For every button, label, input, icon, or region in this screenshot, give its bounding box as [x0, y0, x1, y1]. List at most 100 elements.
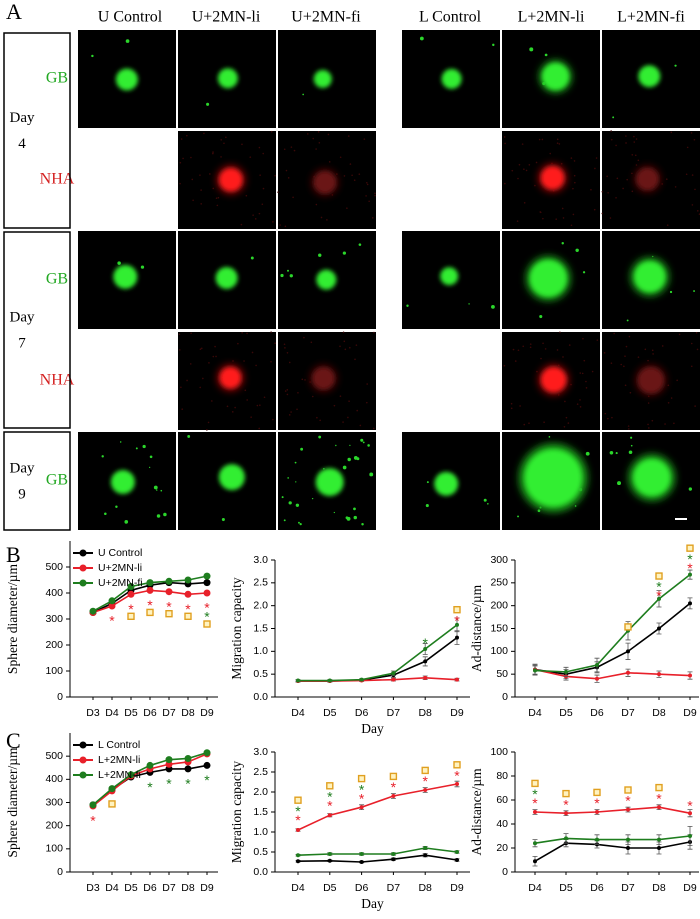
noise — [604, 412, 607, 415]
noise — [336, 173, 338, 175]
cell — [280, 273, 284, 278]
noise — [504, 182, 506, 185]
noise — [309, 381, 311, 383]
point — [455, 850, 459, 854]
cell — [347, 457, 351, 462]
noise — [691, 204, 694, 206]
cell — [426, 481, 429, 484]
cell-sphere — [215, 267, 238, 290]
cell — [342, 251, 346, 255]
cell — [117, 261, 121, 265]
y-tick-label: 200 — [490, 599, 508, 611]
point — [203, 761, 211, 769]
noise — [354, 358, 356, 361]
cell — [149, 455, 153, 459]
y-tick-label: 0.5 — [253, 846, 268, 858]
y-axis-label: Sphere diameter/µm — [5, 747, 20, 858]
noise — [611, 416, 613, 419]
significance-star: * — [532, 786, 538, 802]
y-tick-label: 300 — [490, 554, 508, 566]
point — [359, 852, 364, 856]
y-tick-label: 300 — [45, 613, 63, 625]
series-line — [534, 602, 691, 675]
cell — [529, 47, 534, 52]
noise — [339, 345, 341, 348]
noise — [351, 174, 353, 177]
noise — [200, 347, 203, 350]
cell — [140, 265, 145, 269]
x-tick-label: D4 — [105, 707, 119, 719]
series-line — [297, 783, 458, 831]
cell — [575, 248, 579, 253]
significance-square — [389, 772, 398, 781]
day-number: 9 — [18, 486, 26, 502]
noise — [292, 196, 294, 199]
noise — [349, 163, 352, 165]
x-tick-label: D3 — [86, 882, 100, 894]
legend-marker — [79, 549, 87, 557]
y-tick-label: 500 — [45, 750, 63, 762]
noise — [256, 404, 259, 407]
noise — [212, 187, 215, 190]
significance-square — [357, 774, 366, 783]
noise — [562, 217, 565, 219]
point — [359, 860, 364, 864]
point — [423, 853, 428, 858]
significance-star: * — [327, 789, 333, 805]
cell-sphere — [217, 68, 238, 89]
noise — [245, 194, 248, 197]
cell — [311, 498, 314, 500]
y-axis-label: Migration capacity — [229, 577, 244, 680]
noise — [518, 163, 521, 166]
noise — [574, 181, 576, 184]
noise — [557, 394, 560, 396]
noise — [368, 200, 370, 203]
significance-star: * — [147, 779, 153, 795]
noise — [570, 383, 572, 386]
point — [688, 572, 692, 577]
noise — [344, 348, 347, 351]
noise — [620, 363, 623, 366]
cell — [353, 507, 356, 511]
noise — [285, 169, 288, 172]
noise — [590, 188, 592, 191]
x-tick-label: D5 — [559, 882, 573, 894]
cell-sphere — [525, 449, 582, 506]
point — [127, 590, 135, 598]
noise — [190, 156, 192, 159]
cell — [294, 461, 297, 464]
noise — [284, 390, 287, 392]
cell-sphere — [434, 471, 459, 496]
noise — [610, 138, 613, 141]
noise — [312, 137, 315, 140]
noise — [665, 178, 668, 180]
cell — [561, 242, 564, 245]
cell — [300, 447, 304, 451]
significance-square — [294, 796, 302, 804]
point — [423, 788, 428, 792]
noise — [374, 192, 376, 195]
noise — [564, 400, 566, 403]
significance-star: * — [109, 613, 115, 629]
point — [657, 837, 661, 842]
cell — [283, 519, 286, 522]
point — [391, 794, 396, 798]
noise — [594, 167, 596, 170]
row-label: NHA — [40, 171, 75, 188]
noise — [674, 186, 677, 188]
noise — [563, 426, 566, 428]
noise — [686, 146, 689, 149]
cell — [544, 53, 548, 57]
noise — [623, 365, 625, 368]
x-tick-label: D7 — [621, 707, 635, 719]
noise — [523, 168, 525, 171]
noise — [542, 342, 544, 345]
point — [626, 846, 630, 850]
noise — [503, 136, 506, 138]
significance-star: * — [166, 776, 172, 792]
y-axis-label: Sphere diameter/µm — [5, 563, 20, 674]
noise — [522, 345, 525, 348]
noise — [301, 378, 304, 381]
noise — [200, 203, 202, 205]
y-tick-label: 0 — [57, 866, 63, 878]
